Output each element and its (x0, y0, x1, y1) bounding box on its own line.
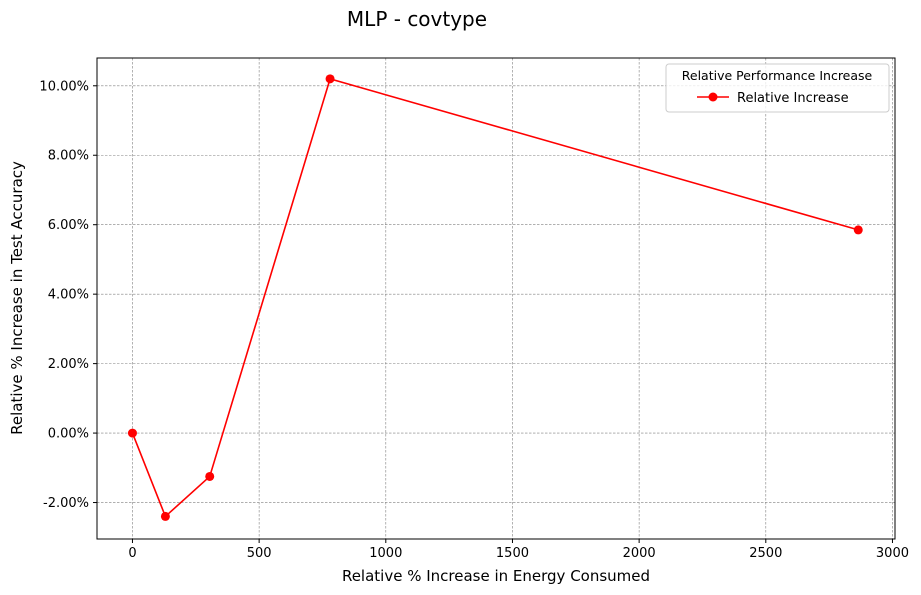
series-layer (127, 74, 863, 521)
y-tick-label: -2.00% (43, 496, 89, 511)
y-tick-label: 8.00% (48, 149, 89, 164)
legend-box (665, 63, 890, 113)
legend-title: Relative Performance Increase (682, 68, 873, 83)
plot-frame (96, 57, 896, 540)
chart-title: MLP - covtype (347, 7, 487, 31)
x-axis-label: Relative % Increase in Energy Consumed (342, 567, 650, 585)
y-tick-label: 6.00% (48, 218, 89, 233)
y-tick-label: 4.00% (48, 288, 89, 303)
y-tick-label: 0.00% (48, 427, 89, 442)
x-tick-label: 2000 (623, 546, 656, 561)
y-tick-label: 10.00% (39, 79, 89, 94)
data-point (205, 471, 215, 481)
x-tick-label: 1000 (369, 546, 402, 561)
data-point (325, 74, 335, 84)
x-tick-label: 2500 (749, 546, 782, 561)
series-line-relative-increase (131, 77, 859, 518)
x-tick-label: 3000 (876, 546, 909, 561)
legend-entry-relative-increase: Relative Increase (737, 91, 849, 106)
grid (97, 58, 895, 539)
data-point (853, 225, 863, 235)
axes: 0 500 1000 1500 2000 2500 3000 -2.00% 0.00% 2.00%… (39, 57, 909, 561)
data-point (127, 428, 137, 438)
y-tick-label: 2.00% (48, 357, 89, 372)
x-tick-label: 0 (128, 546, 136, 561)
x-tick-label: 500 (247, 546, 272, 561)
legend-marker-swatch (708, 92, 718, 102)
x-tick-label: 1500 (496, 546, 529, 561)
data-point (160, 511, 170, 521)
y-axis-label: Relative % Increase in Test Accuracy (8, 161, 26, 435)
legend: Relative Performance Increase Relative I… (665, 63, 890, 113)
